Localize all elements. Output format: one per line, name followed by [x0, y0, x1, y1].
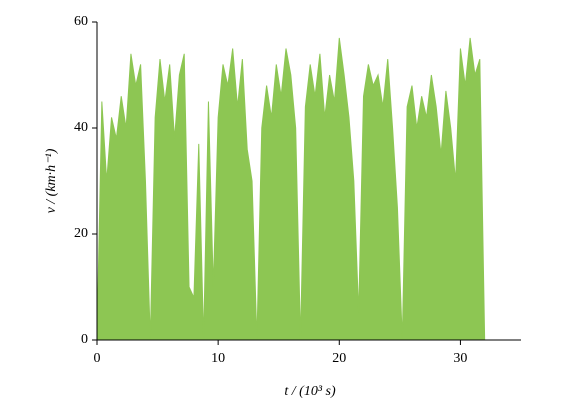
x-tick-label: 10: [211, 351, 225, 366]
y-tick-label: 20: [74, 226, 88, 241]
x-tick-label: 30: [453, 351, 467, 366]
area: [96, 37, 486, 341]
x-tick-label: 0: [94, 351, 101, 366]
y-tick-label: 0: [81, 332, 88, 347]
y-tick-label: 60: [74, 14, 88, 29]
x-axis-label: t / (10³ s): [284, 384, 336, 399]
y-axis-label: v / (km·h⁻¹): [44, 148, 59, 213]
y-tick-label: 40: [74, 120, 88, 135]
x-tick-label: 20: [332, 351, 346, 366]
